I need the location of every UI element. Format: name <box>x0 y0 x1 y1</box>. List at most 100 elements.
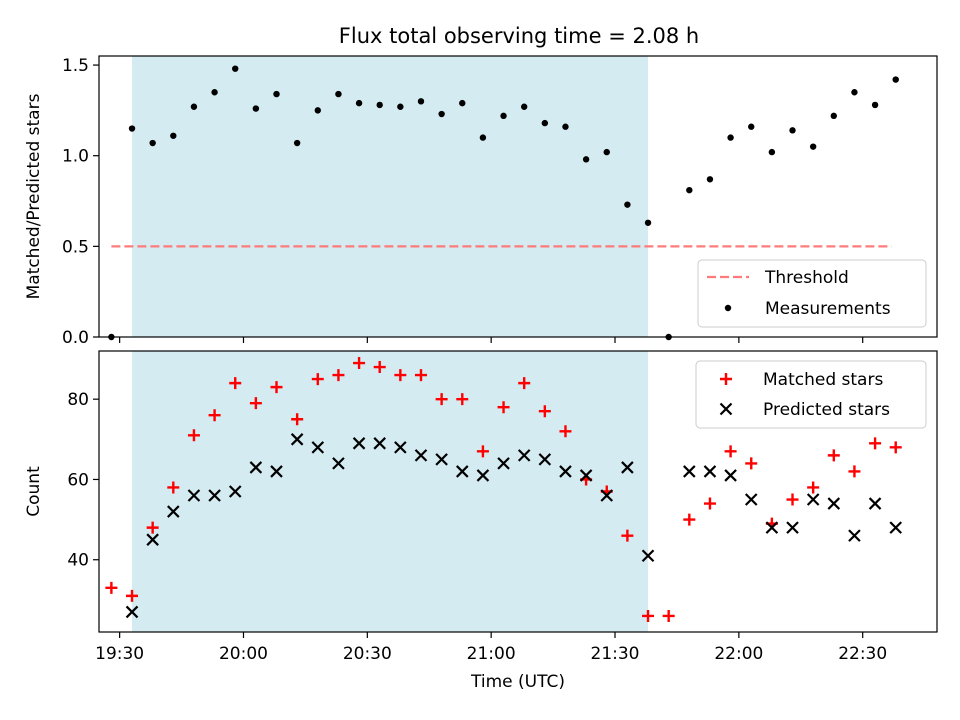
matched-star-marker <box>146 521 159 534</box>
measurement-point <box>459 99 466 107</box>
matched-star-marker <box>456 393 469 406</box>
predicted-star-marker <box>621 461 634 474</box>
matched-star-marker <box>559 425 572 438</box>
matched-star-marker <box>105 581 118 594</box>
predicted-star-marker <box>270 465 283 478</box>
measurement-point <box>582 156 590 163</box>
predicted-star-marker <box>125 605 139 619</box>
matched-star-marker <box>229 377 242 390</box>
matched-star-marker <box>745 457 758 470</box>
x-tick-label: 22:00 <box>714 644 763 664</box>
measurement-point <box>232 65 239 72</box>
matched-star-marker <box>414 369 427 382</box>
measurement-point <box>851 89 858 96</box>
legend-label: Measurements <box>765 299 891 319</box>
predicted-star-marker <box>228 485 242 498</box>
y-axis-label: Matched/Predicted stars <box>24 93 44 299</box>
predicted-star-marker <box>848 529 861 542</box>
matched-star-marker <box>703 497 716 510</box>
measurement-point <box>376 101 383 109</box>
x-axis-label: Time (UTC) <box>470 672 565 692</box>
predicted-star-marker <box>208 489 221 502</box>
legend: Threshold Measurements <box>697 259 927 328</box>
y-tick-label: 80 <box>67 390 89 410</box>
matched-star-marker <box>889 441 902 454</box>
measurement-point <box>417 98 425 105</box>
y-tick-label: 0.5 <box>62 237 89 257</box>
matched-star-marker <box>848 465 861 478</box>
predicted-star-marker <box>167 505 180 518</box>
measurement-point <box>727 134 734 141</box>
matched-star-marker <box>311 373 324 386</box>
predicted-star-marker <box>290 433 304 446</box>
measurement-point <box>644 219 652 226</box>
predicted-star-marker <box>352 437 366 450</box>
predicted-star-marker <box>889 521 902 534</box>
predicted-star-marker <box>744 493 758 506</box>
y-tick-label: 1.0 <box>62 147 89 167</box>
measurement-point <box>871 101 879 109</box>
count-panel: 40 60 80 19:30 20:00 20:30 21:00 21:30 22:00 22:3… <box>24 350 938 692</box>
x-tick-label: 19:30 <box>95 644 144 664</box>
predicted-star-marker <box>765 521 779 534</box>
x-tick-label: 21:30 <box>591 644 640 664</box>
ratio-panel: 0.0 0.5 1.0 1.5 Matched/Predicted stars Thres… <box>24 55 938 348</box>
predicted-star-marker <box>579 469 593 482</box>
predicted-star-marker <box>497 457 510 470</box>
measurement-point <box>273 90 280 98</box>
measurement-point <box>624 201 631 208</box>
measurement-point <box>211 89 218 96</box>
legend-predicted-swatch <box>719 402 733 416</box>
plot-frame <box>98 55 938 338</box>
matched-star-marker <box>786 493 799 506</box>
measurement-point <box>830 112 837 120</box>
observing-window-shade <box>132 56 649 337</box>
matched-star-marker <box>291 413 304 426</box>
matched-star-marker <box>683 513 696 526</box>
predicted-star-marker <box>703 465 717 478</box>
measurement-point <box>562 123 569 130</box>
matched-star-marker <box>270 381 283 394</box>
measurement-point <box>149 139 156 147</box>
measurement-point <box>170 132 177 139</box>
legend-measurement-swatch <box>724 304 732 312</box>
measurement-point <box>892 76 899 83</box>
measurement-point <box>128 125 136 132</box>
measurement-point <box>686 186 693 194</box>
y-tick-label: 40 <box>67 551 89 571</box>
measurement-point <box>706 176 714 183</box>
predicted-star-marker <box>394 441 407 454</box>
measurement-point <box>809 143 817 150</box>
matched-star-marker <box>724 445 737 458</box>
matched-star-marker <box>497 401 510 414</box>
x-tick-label: 20:00 <box>219 644 268 664</box>
matched-star-marker <box>353 357 366 370</box>
matched-star-marker <box>807 481 820 494</box>
measurement-point <box>397 103 404 110</box>
predicted-star-marker <box>600 489 614 502</box>
predicted-star-marker <box>476 469 490 482</box>
measurement-point <box>438 110 445 118</box>
predicted-star-marker <box>517 449 531 462</box>
measurement-point <box>748 123 755 130</box>
predicted-star-marker <box>414 449 428 462</box>
legend-label: Predicted stars <box>763 400 890 420</box>
matched-star-marker <box>476 445 489 458</box>
matched-star-marker <box>167 481 180 494</box>
predicted-star-marker <box>641 549 655 563</box>
x-tick-label: 20:30 <box>343 644 392 664</box>
matched-star-marker <box>662 609 675 622</box>
legend-label: Threshold <box>764 268 849 288</box>
matched-star-marker <box>518 377 531 390</box>
y-axis-label: Count <box>24 466 44 517</box>
y-tick-label: 0.0 <box>62 328 89 348</box>
matched-star-marker <box>249 397 262 410</box>
measurement-point <box>479 134 487 141</box>
predicted-star-marker <box>187 489 201 502</box>
matched-star-marker <box>621 529 634 542</box>
predicted-star-marker <box>806 493 820 506</box>
measurement-point <box>520 103 528 110</box>
predicted-star-marker <box>332 457 345 470</box>
measurement-point <box>190 103 198 110</box>
